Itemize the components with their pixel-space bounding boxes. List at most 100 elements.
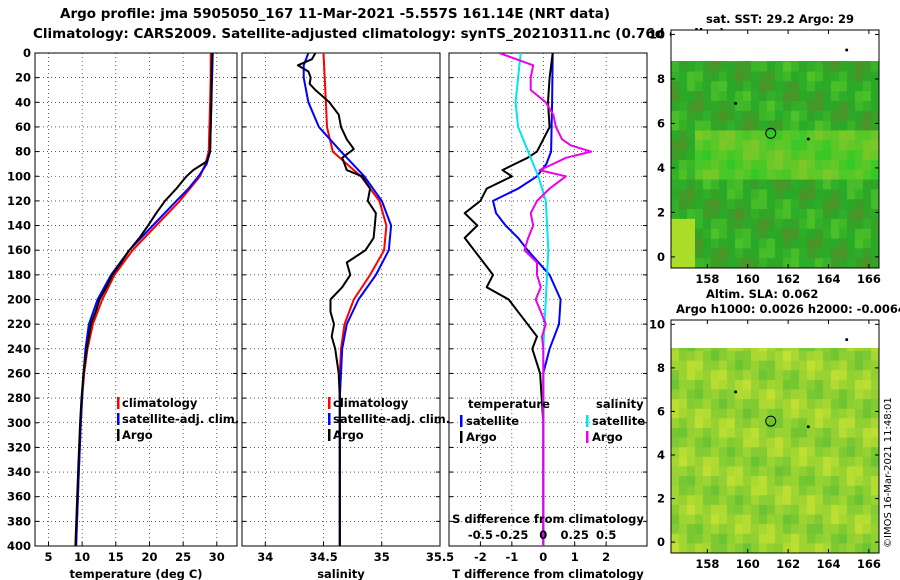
sla-cell	[823, 408, 832, 419]
sla-cell	[743, 543, 752, 553]
sla-cell	[687, 360, 696, 371]
sla-y-tick-label: 6	[657, 404, 665, 418]
sst-cell	[847, 81, 856, 92]
sst-cell	[767, 238, 776, 249]
sla-cell	[679, 408, 688, 419]
sla-y-tick-label: 0	[657, 535, 665, 549]
sla-cell	[791, 360, 800, 371]
sst-cell	[807, 71, 816, 82]
sla-cell	[687, 533, 696, 544]
sla-cell	[751, 495, 760, 506]
sla-y-tick-label: 4	[657, 448, 665, 462]
sst-cell	[751, 218, 760, 230]
sst-cell	[791, 189, 800, 200]
sla-cell	[695, 456, 704, 467]
diff-s-tick-label: 0.25	[561, 528, 589, 542]
sla-cell	[671, 370, 680, 381]
sla-cell	[679, 418, 688, 429]
sst-cell	[815, 110, 824, 122]
sla-cell	[695, 543, 704, 553]
sla-cell	[823, 399, 832, 410]
sst-cell	[855, 199, 864, 210]
difference-xlabel: T difference from climatology	[452, 567, 644, 580]
sla-cell	[679, 485, 688, 496]
sst-cell	[871, 71, 879, 82]
sla-cell	[711, 370, 720, 381]
sst-argo-marker	[765, 127, 777, 139]
sla-cell	[751, 476, 760, 487]
sla-cell	[751, 543, 760, 553]
sst-cell	[767, 218, 776, 230]
sla-cell	[855, 456, 864, 467]
sst-cell	[743, 61, 752, 73]
sst-cell	[727, 159, 736, 171]
sla-cell	[847, 476, 856, 487]
sst-cell	[815, 81, 824, 92]
sla-cell	[863, 348, 872, 352]
sst-cell	[799, 61, 808, 73]
sst-cell	[727, 169, 736, 181]
sla-cell	[719, 389, 728, 400]
sst-cell	[799, 81, 808, 92]
sst-cell	[807, 258, 816, 268]
sst-cell	[719, 61, 728, 63]
sla-cell	[831, 504, 840, 516]
sla-cell	[831, 351, 840, 362]
sla-cell	[799, 379, 808, 391]
sla-cell	[735, 476, 744, 487]
sla-cell	[751, 370, 760, 381]
sla-cell	[823, 466, 832, 477]
sla-cell	[735, 466, 744, 477]
sst-cell	[751, 179, 760, 190]
sla-cell	[759, 466, 768, 477]
sst-y-tick-label: 0	[657, 250, 665, 264]
sst-cell	[799, 169, 808, 181]
sst-cell	[791, 159, 800, 171]
sst-cell	[831, 189, 840, 200]
sla-y-tick-label: 2	[657, 492, 665, 506]
sla-cell	[871, 379, 879, 391]
sst-cell	[791, 140, 800, 151]
sst-cell	[735, 238, 744, 249]
sla-cell	[703, 370, 712, 381]
sst-cell	[839, 258, 848, 268]
sla-cell	[671, 533, 680, 544]
sst-cell	[863, 130, 872, 141]
sla-cell	[855, 408, 864, 419]
sst-cell	[855, 169, 864, 181]
sla-cell	[719, 466, 728, 477]
sst-cell	[727, 199, 736, 210]
sst-cell	[727, 228, 736, 240]
sst-cell	[711, 140, 720, 151]
sst-cell	[751, 238, 760, 249]
sst-cell	[687, 110, 696, 122]
sst-cell	[815, 140, 824, 151]
sla-cell	[719, 476, 728, 487]
sst-cell	[727, 209, 736, 220]
sla-cell	[799, 543, 808, 553]
sla-cell	[671, 447, 680, 458]
difference-x-tick-label: -2	[474, 550, 487, 564]
sst-cell	[695, 248, 704, 259]
sla-cell	[711, 437, 720, 448]
temperature-x-tick-label: 5	[44, 550, 52, 564]
temperature-y-tick-label: 180	[7, 268, 31, 282]
sst-cell	[823, 228, 832, 240]
sla-cell	[751, 351, 760, 362]
sla-cell	[783, 379, 792, 391]
sla-cell	[847, 418, 856, 429]
sla-cell	[823, 379, 832, 391]
sla-cell	[807, 379, 816, 391]
sla-cell	[831, 485, 840, 496]
sla-cell	[759, 408, 768, 419]
sst-cell	[727, 120, 736, 131]
sla-cell	[751, 514, 760, 525]
sst-cell	[719, 100, 728, 112]
sst-cell	[799, 140, 808, 151]
sst-cell	[767, 100, 776, 112]
sla-cell	[783, 533, 792, 544]
sla-cell	[751, 533, 760, 544]
sla-cell	[839, 495, 848, 506]
sla-cell	[863, 543, 872, 553]
sst-cell	[711, 81, 720, 92]
